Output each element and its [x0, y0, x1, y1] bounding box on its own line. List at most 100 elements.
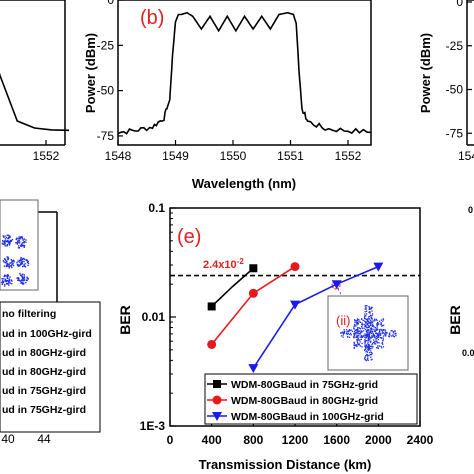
spectrum-line: [0, 72, 70, 132]
constellation-point: [376, 325, 378, 327]
constellation-point: [355, 320, 357, 322]
constellation-point: [22, 280, 24, 282]
constellation-point: [354, 319, 356, 321]
constellation-point: [9, 236, 11, 239]
constellation-point: [17, 264, 19, 267]
constellation-point: [389, 334, 391, 336]
constellation-point: [354, 329, 356, 332]
constellation-point: [27, 260, 29, 263]
constellation-point: [364, 311, 366, 313]
constellation-point: [391, 329, 393, 332]
constellation-point: [356, 332, 358, 334]
constellation-point: [384, 329, 387, 331]
constellation-point: [5, 264, 8, 267]
constellation-point: [376, 329, 378, 331]
constellation-point: [353, 325, 355, 328]
constellation-point: [340, 335, 343, 337]
constellation-point: [393, 336, 395, 338]
constellation-point: [363, 320, 366, 322]
constellation-point: [358, 327, 360, 329]
constellation-point: [9, 276, 11, 278]
constellation-point: [382, 329, 385, 331]
constellation-point: [380, 323, 382, 325]
constellation-point: [357, 329, 359, 331]
constellation-point: [354, 334, 356, 336]
constellation-point: [21, 244, 23, 247]
constellation-point: [364, 343, 366, 345]
constellation-point: [368, 315, 371, 318]
constellation-point: [20, 256, 22, 259]
constellation-point: [378, 334, 380, 337]
constellation-point: [373, 335, 375, 337]
constellation-point: [370, 322, 372, 324]
constellation-point: [378, 332, 380, 334]
constellation-point: [2, 235, 4, 237]
constellation-point: [355, 329, 357, 331]
constellation-point: [18, 261, 21, 263]
constellation-point: [369, 351, 371, 354]
constellation-point: [367, 359, 369, 361]
constellation-point: [377, 324, 379, 326]
constellation-point: [385, 331, 387, 333]
constellation-point: [353, 336, 355, 338]
constellation-point: [370, 359, 372, 361]
constellation-point: [357, 335, 359, 337]
constellation-point: [382, 339, 384, 341]
constellation-point: [23, 240, 26, 243]
constellation-point: [374, 335, 376, 337]
constellation-point: [377, 322, 379, 324]
constellation-point: [18, 264, 20, 266]
constellation-point: [377, 347, 379, 349]
legend-entry: ud in 80GHz-gird: [2, 366, 86, 378]
constellation-point: [16, 237, 18, 239]
constellation-point: [16, 277, 18, 279]
constellation-point: [8, 237, 10, 240]
constellation-point: [379, 336, 382, 339]
constellation-point: [25, 279, 27, 281]
constellation-point: [8, 284, 10, 286]
constellation-point: [375, 329, 377, 331]
constellation-point: [4, 235, 6, 237]
constellation-point: [354, 323, 356, 326]
constellation-point: [11, 261, 13, 263]
constellation-point: [19, 279, 21, 282]
constellation-point: [365, 334, 367, 336]
x-tick-label: 1200: [282, 433, 309, 447]
constellation-point: [5, 280, 7, 282]
constellation-point: [368, 329, 370, 331]
y-tick-label: 0: [456, 0, 463, 9]
legend-box: [0, 301, 101, 433]
x-axis-label: Transmission Distance (km): [199, 457, 372, 472]
constellation-point: [2, 243, 4, 245]
constellation-point: [365, 337, 367, 339]
y-axis: 0.1 0.01 1E-3: [140, 201, 176, 433]
constellation-point: [357, 328, 359, 330]
constellation-point: [374, 341, 376, 343]
constellation-point: [23, 238, 25, 240]
constellation-point: [390, 335, 393, 337]
series-line: [211, 267, 254, 307]
y-tick-label: -50: [97, 84, 115, 98]
constellation-point: [369, 319, 372, 322]
constellation-point: [367, 318, 369, 320]
constellation-point: [1, 278, 3, 280]
constellation-point: [382, 318, 384, 320]
constellation-point: [21, 276, 24, 278]
constellation-point: [368, 326, 370, 328]
constellation-point: [382, 337, 384, 339]
constellation-point: [370, 314, 372, 316]
constellation-point: [386, 332, 388, 334]
constellation-point: [356, 324, 358, 326]
x-axis-label: Wavelength (nm): [192, 176, 296, 191]
constellation-point: [370, 350, 372, 352]
constellation-point: [366, 313, 368, 315]
constellation-point: [365, 351, 367, 353]
data-point-marker: [290, 262, 300, 272]
constellation-point: [374, 337, 376, 339]
constellation-point: [361, 322, 363, 324]
constellation-point: [7, 257, 10, 259]
constellation-point: [380, 323, 382, 326]
data-point-marker: [331, 280, 342, 290]
constellation-point: [381, 331, 384, 333]
constellation-point: [361, 342, 363, 345]
